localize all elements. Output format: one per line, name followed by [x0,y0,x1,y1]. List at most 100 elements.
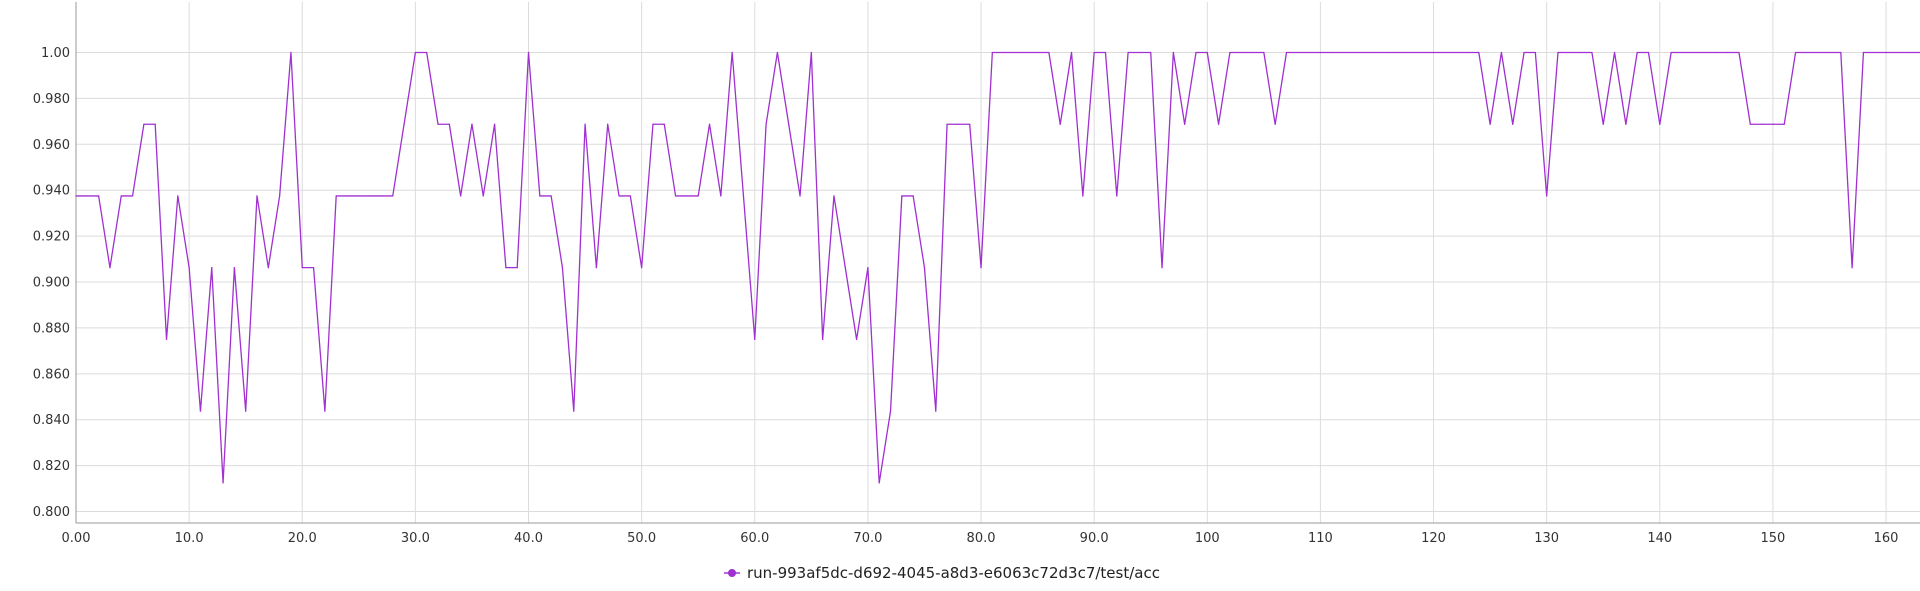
data-point [414,51,416,54]
x-tick-label: 80.0 [967,531,996,546]
data-point [946,123,948,125]
data-point [674,195,677,197]
data-point [1365,51,1367,54]
data-point [1761,123,1763,125]
x-tick-label: 90.0 [1080,531,1109,546]
data-point [1681,51,1684,54]
y-tick-label: 0.860 [33,367,70,382]
data-point [437,123,439,125]
data-point [1285,51,1288,54]
data-point [1410,51,1412,54]
data-point [1613,51,1616,54]
data-point [1104,51,1107,54]
data-point [312,267,315,269]
data-point [143,123,145,125]
y-tick-label: 0.820 [33,459,70,474]
data-point [855,338,858,340]
data-point [245,410,247,412]
legend-label[interactable]: run-993af5dc-d692-4045-a8d3-e6063c72d3c7… [747,564,1160,582]
data-point [1229,51,1231,54]
data-point [550,195,552,197]
data-point [301,267,303,269]
data-point [290,51,292,54]
data-point [403,123,405,125]
data-point [131,195,134,197]
data-point [1727,51,1729,54]
data-point [1557,51,1559,54]
data-point [211,267,213,269]
data-point [426,51,428,54]
data-point [98,195,100,197]
data-point [392,195,394,197]
series-layer [75,51,1920,484]
data-point [788,123,790,125]
legend[interactable]: run-993af5dc-d692-4045-a8d3-e6063c72d3c7… [724,564,1160,582]
data-point [833,195,835,197]
series-line [76,51,1920,484]
data-point [1195,51,1197,54]
x-tick-label: 110 [1308,531,1333,546]
data-point [742,195,745,197]
data-point [1840,51,1842,54]
y-tick-label: 0.940 [33,184,70,199]
data-point [1715,51,1717,54]
data-point [1059,123,1061,125]
data-point [1421,51,1423,54]
data-point [1749,123,1751,125]
data-point [923,267,926,269]
x-tick-label: 140 [1647,531,1672,546]
grid-layer [75,2,1920,523]
data-point [1602,123,1604,125]
data-point [867,267,869,269]
data-point [1127,51,1129,54]
data-point [1093,51,1095,54]
data-point [1342,51,1344,54]
data-point [1704,51,1706,54]
data-point [222,482,224,484]
data-point [969,123,971,125]
data-point [1523,51,1525,54]
data-point [1218,123,1220,125]
data-point [1444,51,1446,54]
data-point [799,195,801,197]
data-point [256,195,258,197]
data-point [1161,267,1163,269]
data-point [346,195,349,197]
data-point [1263,51,1265,54]
data-point [1806,51,1808,54]
data-point [1014,51,1016,54]
data-point [1399,51,1401,54]
data-point [1432,51,1435,54]
y-tick-label: 0.880 [33,321,70,336]
data-point [188,267,190,269]
y-tick-label: 0.920 [33,230,70,245]
x-tick-label: 40.0 [514,531,543,546]
data-point [912,195,914,197]
x-tick-label: 0.00 [62,531,91,546]
data-point [539,195,541,197]
data-point [1274,123,1276,125]
data-point [1319,51,1322,54]
data-point [618,195,620,197]
y-tick-label: 1.00 [41,46,70,61]
legend-marker [728,569,736,577]
y-tick-label: 0.960 [33,138,70,153]
y-tick-label: 0.980 [33,92,70,107]
data-point [1851,267,1853,269]
data-point [1874,51,1876,54]
data-point [708,123,711,125]
data-point [1896,51,1898,54]
data-point [844,267,846,269]
data-point [686,195,688,197]
data-point [776,51,778,54]
data-point [1138,51,1141,54]
data-point [720,195,722,197]
data-point [1636,51,1638,54]
x-tick-label: 160 [1874,531,1899,546]
data-point [324,410,326,412]
data-point [1297,51,1299,54]
data-point [641,267,643,269]
data-point [1828,51,1831,54]
data-point [109,267,111,269]
